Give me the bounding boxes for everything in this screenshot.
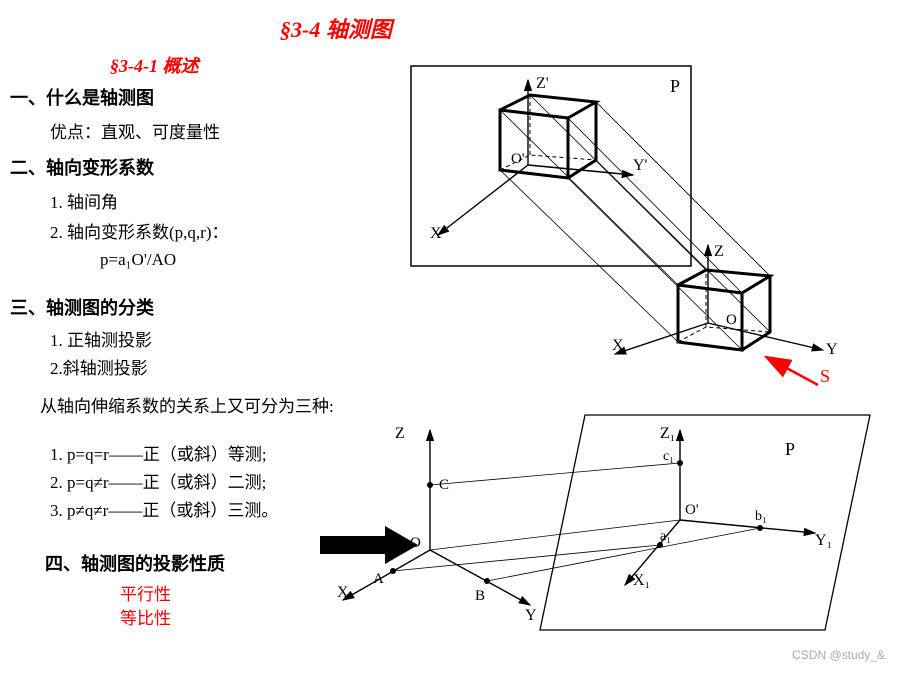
h2-item1: 1. 轴间角 <box>50 188 118 213</box>
h2-formula: p=a₁O'/AO <box>100 250 176 270</box>
d2-A: A <box>373 571 384 587</box>
h3-item1: 1. 正轴测投影 <box>50 326 152 351</box>
label-Op: O' <box>511 151 525 167</box>
h3-item2: 2.斜轴测投影 <box>50 354 148 379</box>
label-S: S <box>820 366 830 386</box>
classify-2: 2. p=q≠r——正（或斜）二测; <box>50 468 266 493</box>
label-Xp: X' <box>430 225 445 242</box>
label-Yp: Y' <box>633 157 648 174</box>
h1-advantages: 优点：直观、可度量性 <box>50 118 220 143</box>
d2-c1: c₁ <box>663 449 674 464</box>
d2-X1: X₁ <box>633 572 650 589</box>
d2-b1: b₁ <box>755 509 767 524</box>
d2-C: C <box>439 477 449 493</box>
heading-3: 三、轴测图的分类 <box>10 294 154 320</box>
d2-Z: Z <box>395 425 405 442</box>
d2-Y1: Y₁ <box>815 532 832 549</box>
h4-prop1: 平行性 <box>120 580 171 605</box>
heading-4: 四、轴测图的投影性质 <box>45 550 225 576</box>
cube-original <box>678 270 770 350</box>
projection-arrow-icon <box>320 526 418 564</box>
label-Y2: Y <box>826 341 838 358</box>
label-P: P <box>670 76 680 96</box>
sub-title: §3-4-1 概述 <box>110 52 199 78</box>
diagram-axon-plane: Z Y X O A B C P Z₁ Y₁ X₁ O' a₁ b₁ c₁ <box>315 405 885 655</box>
d2-B: B <box>475 588 485 604</box>
h4-prop2: 等比性 <box>120 604 171 629</box>
label-X2: X <box>612 337 624 354</box>
d2-P: P <box>785 439 795 459</box>
d2-Z1: Z₁ <box>660 425 675 442</box>
heading-1: 一、什么是轴测图 <box>10 84 154 110</box>
d2-Y: Y <box>525 607 537 624</box>
d2-X: X <box>337 584 349 601</box>
classify-intro: 从轴向伸缩系数的关系上又可分为三种: <box>40 392 334 417</box>
s-arrow <box>768 358 818 385</box>
d2-a1: a₁ <box>660 529 671 544</box>
h2-item2: 2. 轴向变形系数(p,q,r)： <box>50 218 228 243</box>
classify-3: 3. p≠q≠r——正（或斜）三测。 <box>50 496 278 521</box>
label-Zp: Z' <box>536 75 549 92</box>
watermark: CSDN @study_& <box>792 648 885 662</box>
heading-2: 二、轴向变形系数 <box>10 154 154 180</box>
diagram-cube-projection: P Z' Y' X' O' Z Y X O S <box>408 60 888 400</box>
label-Z2: Z <box>714 243 724 260</box>
d2-O1: O' <box>685 502 699 518</box>
classify-1: 1. p=q=r——正（或斜）等测; <box>50 440 267 465</box>
label-O2: O <box>726 312 737 328</box>
main-title: §3-4 轴测图 <box>280 12 392 44</box>
